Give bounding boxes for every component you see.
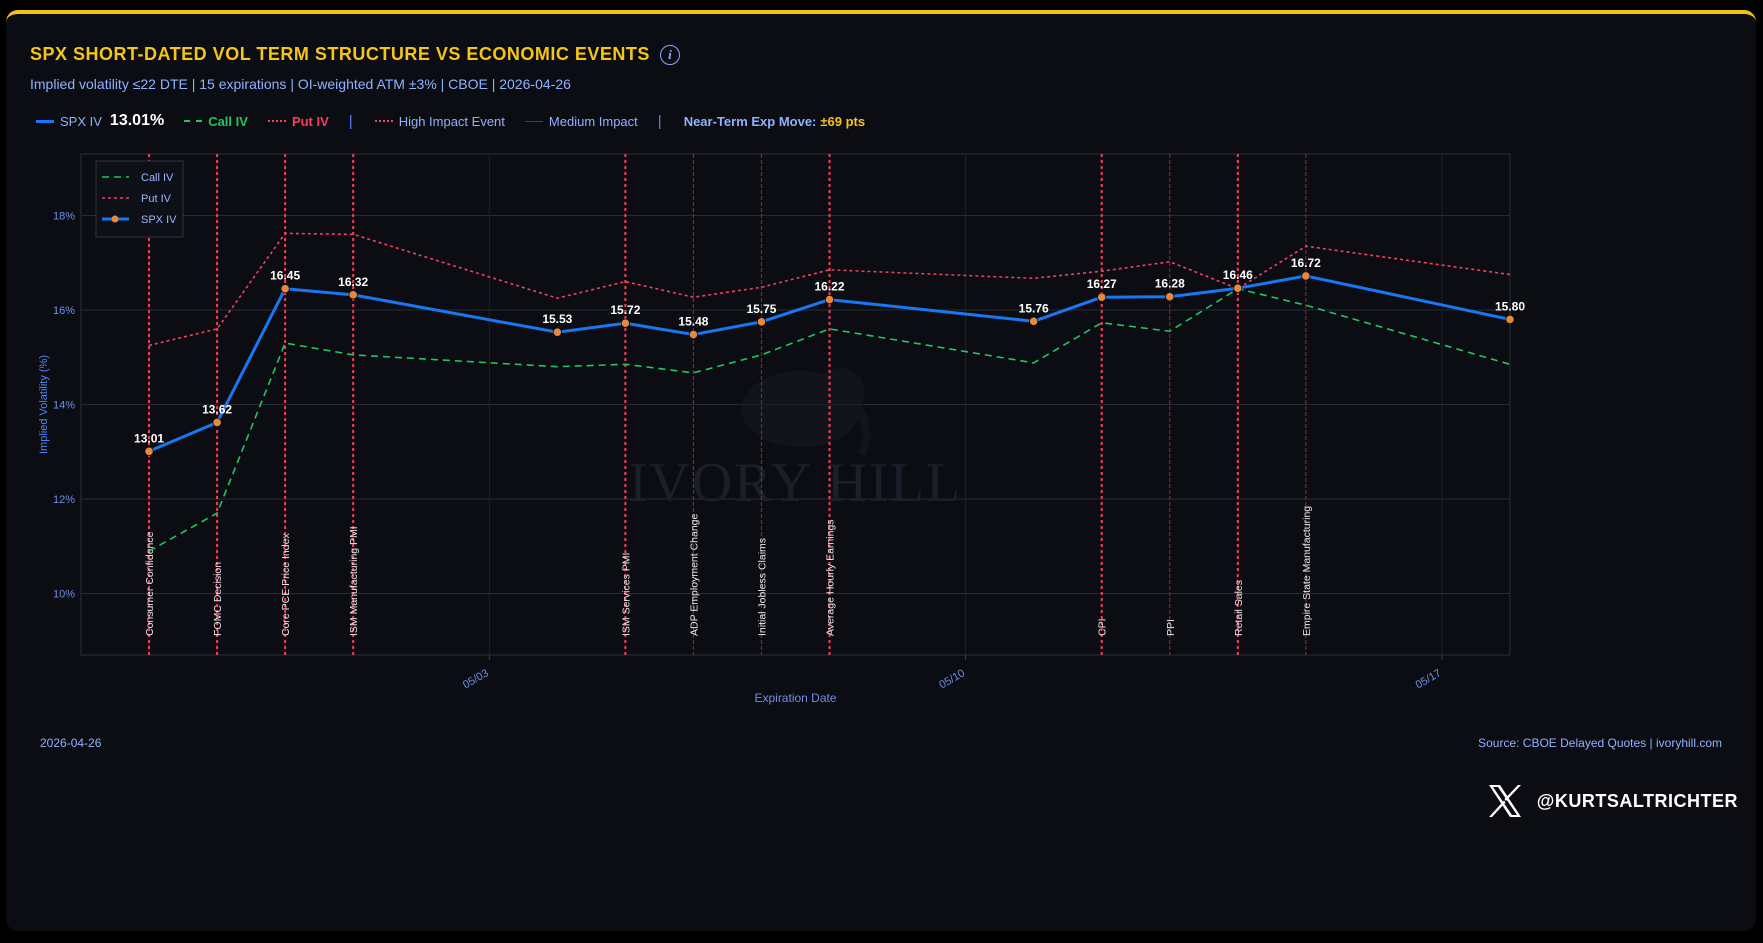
spx-data-point [1233,283,1243,293]
x-tick-label: 05/10 [937,667,967,691]
y-tick-label: 14% [53,400,75,412]
spx-data-label: 16.46 [1223,268,1253,282]
legend-exp-move: Near-Term Exp Move: ±69 pts [684,114,865,129]
chart-subtitle: Implied volatility ≤22 DTE | 15 expirati… [30,76,571,92]
spx-data-point [756,317,767,327]
spx-data-point [1301,271,1311,281]
watermark-text: IVORY HILL [629,452,963,514]
event-label: Average Hourly Earnings [825,519,837,636]
handle-text: @KURTSALTRICHTER [1536,790,1738,811]
spx-data-label: 15.76 [1019,301,1049,315]
footer-source[interactable]: Source: CBOE Delayed Quotes | ivoryhill.… [1478,736,1722,750]
y-axis-label: Implied Volatility (%) [38,355,50,454]
legend-high-label: High Impact Event [398,113,505,129]
x-tick-label: 05/03 [461,667,491,691]
legend-medium-label: Medium Impact [548,113,638,129]
event-label: ADP Employment Change [688,513,700,636]
spx-data-point [280,284,290,294]
put-swatch [267,120,286,122]
medium-impact-swatch [524,120,543,122]
x-logo-icon [1488,785,1521,817]
title-row: SPX SHORT-DATED VOL TERM STRUCTURE VS EC… [30,44,680,65]
chart-title: SPX SHORT-DATED VOL TERM STRUCTURE VS EC… [30,44,650,64]
spx-data-point [552,327,562,337]
spx-data-point [1029,316,1039,326]
y-tick-label: 12% [53,494,75,506]
legend-spx-label: SPX IV [60,113,102,129]
y-tick-label: 18% [53,210,75,222]
event-label: Consumer Confidence [144,531,156,636]
x-tick-label: 05/17 [1414,667,1444,691]
spx-data-point [144,446,154,456]
spx-data-label: 15.72 [610,303,640,317]
event-label: PPI [1165,619,1177,636]
y-tick-label: 16% [53,305,75,317]
spx-data-label: 15.48 [678,315,708,329]
spx-data-label: 16.72 [1291,256,1321,270]
event-label: Retail Sales [1233,580,1245,636]
top-legend: SPX IV 13.01% Call IV Put IV | High Impa… [36,112,885,130]
legend-medium-impact[interactable]: Medium Impact [524,113,638,129]
event-label: Initial Jobless Claims [756,538,768,636]
spx-data-label: 16.45 [270,269,300,283]
footer-date: 2026-04-26 [40,736,102,750]
spx-data-label: 15.80 [1495,299,1525,313]
spx-data-label: 16.27 [1087,277,1117,291]
spx-data-label: 15.75 [746,302,776,316]
legend-separator: | [348,112,353,130]
spx-data-label: 13.62 [202,402,232,416]
info-icon[interactable]: i [659,44,680,65]
spx-data-label: 16.22 [815,280,845,294]
spx-data-label: 16.32 [338,275,368,289]
spx-data-point [1505,314,1515,325]
spx-data-point [212,417,222,428]
exp-move-value: ±69 pts [820,113,866,129]
legend-high-impact[interactable]: High Impact Event [374,113,505,129]
call-swatch [184,120,203,122]
spx-data-label: 13.01 [134,431,164,445]
event-label: Core PCE Price Index [280,533,292,636]
event-label: CPI [1097,618,1109,636]
legend-put[interactable]: Put IV [267,113,329,129]
legend-call[interactable]: Call IV [184,114,248,129]
exp-move-label: Near-Term Exp Move: [683,113,817,129]
legend-separator: | [657,112,662,130]
legend-call-label: Call IV [208,113,248,129]
event-label: ISM Manufacturing PMI [348,526,360,636]
spx-data-point [348,290,358,300]
legend-spx[interactable]: SPX IV 13.01% [36,112,164,130]
plot-legend-label: Put IV [141,193,172,205]
spx-data-point [620,318,630,328]
plot-legend-label: Call IV [141,172,174,184]
social-handle[interactable]: @KURTSALTRICHTER [1487,784,1738,818]
plot-legend-marker [111,215,119,223]
high-impact-swatch [374,120,393,122]
plot-legend-label: SPX IV [141,214,177,226]
legend-spx-value: 13.01% [109,112,165,129]
spx-data-point [688,329,699,340]
x-axis-label: Expiration Date [754,691,836,705]
iv-term-structure-chart: 10% 12% 14% 16% 18% 05/03 05/10 05/17 Expiration… [38,153,1525,705]
plot-legend-box [95,160,184,238]
spx-data-label: 16.28 [1155,277,1185,291]
spx-data-label: 15.53 [542,312,572,326]
event-label: ISM Services PMI [620,553,632,636]
legend-put-label: Put IV [291,113,329,129]
spx-data-point [1165,292,1175,302]
y-tick-label: 10% [53,589,75,601]
event-label: FOMC Decision [212,562,224,636]
chart-card: SPX SHORT-DATED VOL TERM STRUCTURE VS EC… [6,10,1756,931]
spx-swatch [36,119,54,123]
watermark-elephant-icon [741,368,871,457]
event-label: Empire State Manufacturing [1301,506,1313,636]
elephant-trunk [852,400,871,457]
spx-data-point [824,294,835,305]
spx-data-point [1097,292,1107,302]
